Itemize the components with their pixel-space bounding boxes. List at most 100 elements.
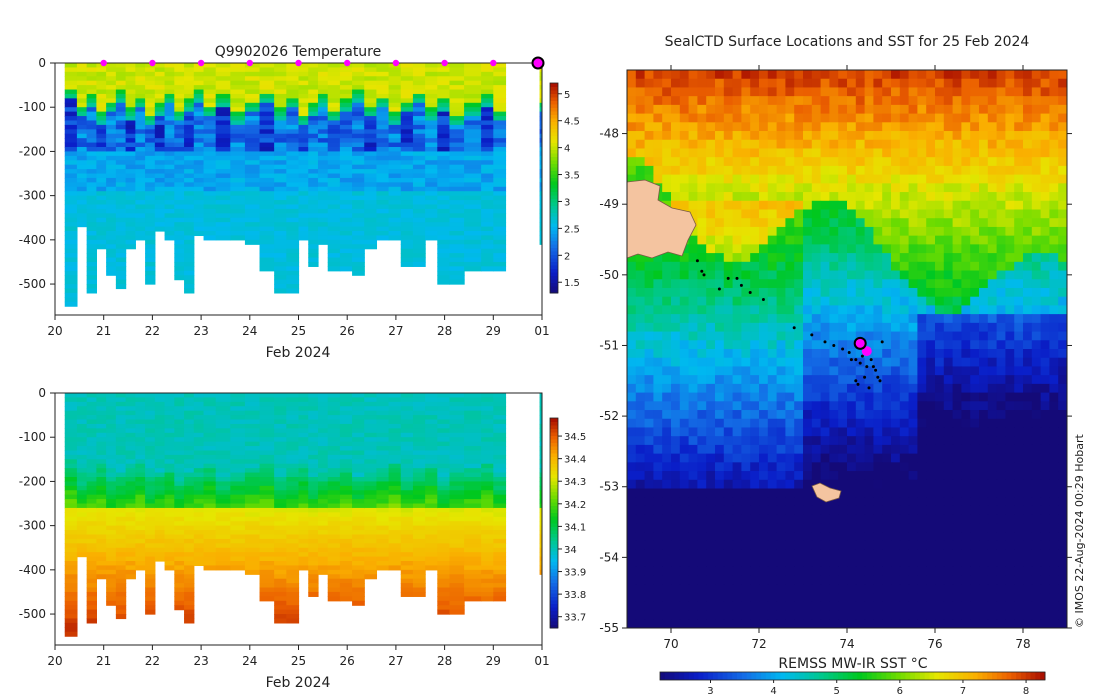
sst-cell — [644, 165, 654, 176]
salinity-cell — [64, 423, 78, 429]
sst-cell — [715, 96, 725, 106]
sst-cell — [671, 165, 681, 176]
temperature-cell — [286, 279, 300, 285]
salinity-cell — [244, 521, 261, 527]
temperature-cell — [154, 120, 166, 126]
salinity-cell — [317, 530, 329, 536]
salinity-cell — [230, 538, 246, 544]
sst-cell — [952, 104, 962, 115]
temperature-cell — [327, 76, 341, 82]
salinity-cell — [215, 481, 231, 487]
salinity-cell — [376, 534, 390, 540]
salinity-cell — [308, 578, 319, 584]
sst-cell — [697, 131, 707, 141]
temperature-cell — [259, 261, 275, 267]
sst-cell — [961, 200, 971, 210]
sst-cell — [1023, 113, 1033, 123]
temperature-cell — [106, 200, 117, 206]
temperature-cell — [327, 67, 341, 73]
temperature-cell — [135, 120, 146, 126]
temperature-cell — [327, 160, 341, 166]
sst-cell — [838, 148, 848, 158]
salinity-cell — [86, 512, 97, 518]
temperature-cell — [145, 129, 156, 135]
temperature-cell — [203, 147, 217, 153]
sst-cell — [855, 253, 866, 263]
sst-cell — [644, 279, 654, 289]
salinity-cell — [388, 525, 402, 531]
temperature-cell — [106, 173, 117, 179]
temperature-cell — [259, 71, 275, 77]
salinity-cell — [286, 538, 300, 544]
sst-cell — [996, 270, 1006, 280]
salinity-cell — [388, 401, 402, 407]
salinity-cell — [339, 591, 353, 597]
salinity-cell — [259, 397, 275, 403]
sst-cell — [855, 104, 866, 115]
temperature-cell — [145, 208, 156, 214]
temperature-cell — [259, 173, 275, 179]
salinity-cell — [125, 552, 136, 558]
sst-cell — [1040, 209, 1050, 219]
salinity-cell — [437, 543, 451, 549]
salinity-cell — [493, 530, 507, 536]
sst-cell — [811, 192, 822, 202]
temperature-cell — [376, 67, 390, 73]
temperature-cell — [298, 102, 309, 108]
temperature-cell — [76, 222, 88, 228]
temperature-cell — [76, 173, 88, 179]
temperature-cell — [164, 217, 175, 223]
sst-cell — [697, 70, 707, 80]
salinity-cell — [274, 415, 287, 421]
temperature-cell — [364, 231, 378, 237]
sst-cell — [635, 122, 646, 132]
sst-cell — [662, 270, 672, 280]
salinity-cell — [339, 569, 353, 575]
temperature-cell — [352, 116, 365, 122]
salinity-cell — [96, 477, 107, 483]
sst-cell — [811, 270, 822, 280]
sst-cell — [759, 148, 769, 158]
temperature-cell — [106, 169, 117, 175]
sst-cell — [873, 183, 883, 193]
temperature-cell — [215, 204, 231, 210]
x-tick-label: 27 — [388, 654, 403, 668]
temperature-cell — [339, 208, 353, 214]
temperature-cell — [154, 98, 166, 104]
temperature-cell — [481, 173, 494, 179]
salinity-cell — [327, 499, 341, 505]
temperature-cell — [76, 182, 88, 188]
temperature-cell — [364, 244, 378, 250]
temperature-cell — [400, 231, 414, 237]
salinity-cell — [259, 587, 275, 593]
sst-cell — [776, 174, 786, 184]
sst-cell — [873, 131, 883, 141]
salinity-colorbar-swatch — [550, 565, 558, 569]
sst-cell — [917, 270, 927, 280]
temperature-cell — [464, 200, 482, 206]
salinity-cell — [145, 578, 156, 584]
salinity-cell — [86, 494, 97, 500]
map-title: SealCTD Surface Locations and SST for 25… — [665, 34, 1030, 50]
sst-cell — [697, 122, 707, 132]
temperature-cell — [274, 195, 287, 201]
salinity-colorbar-swatch — [550, 449, 558, 454]
salinity-cell — [481, 591, 494, 597]
sst-cell — [688, 157, 698, 167]
temperature-cell — [203, 102, 217, 108]
sst-cell — [627, 279, 637, 289]
salinity-cell — [327, 530, 341, 536]
salinity-cell — [317, 468, 329, 474]
salinity-cell — [64, 468, 78, 474]
salinity-cell — [481, 446, 494, 452]
sst-cell — [829, 253, 839, 263]
temperature-colorbar-swatch — [550, 125, 558, 129]
sst-cell — [627, 78, 637, 88]
salinity-cell — [437, 441, 451, 447]
salinity-cell — [481, 450, 494, 456]
sst-cell — [864, 131, 874, 141]
sst-cell — [891, 139, 901, 149]
salinity-cell — [259, 521, 275, 527]
sst-cell — [794, 122, 804, 132]
salinity-cell — [135, 419, 146, 425]
